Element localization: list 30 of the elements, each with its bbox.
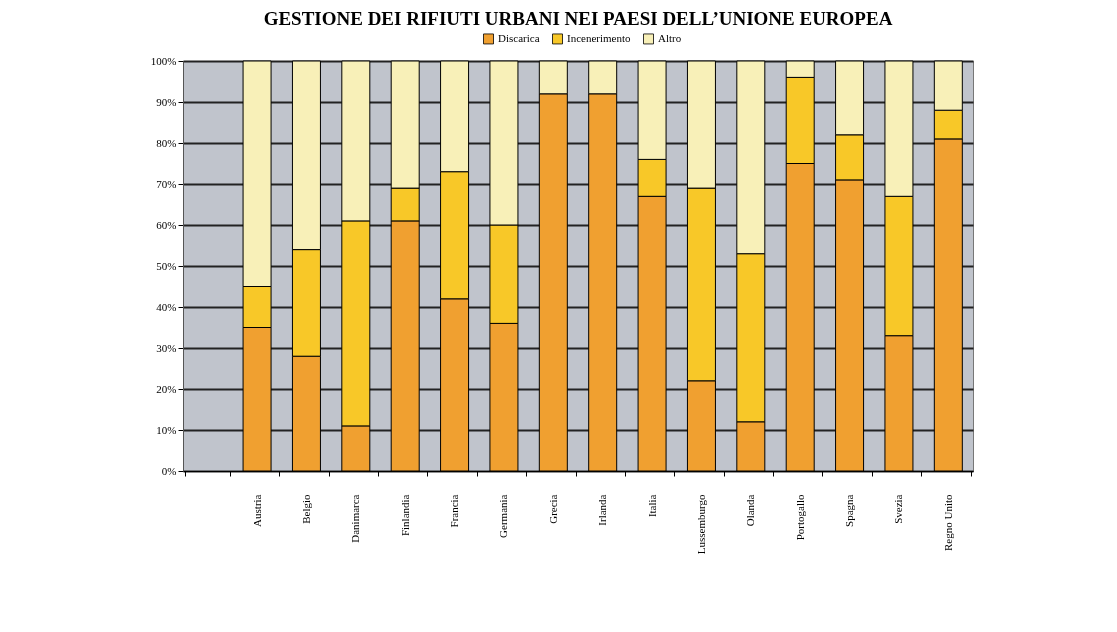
y-tick-label: 70% xyxy=(156,177,177,190)
x-tick-label: Irlanda xyxy=(596,494,609,526)
y-tick-label: 0% xyxy=(161,464,177,477)
x-tick-label: Danimarca xyxy=(349,494,362,543)
legend-label: Discarica xyxy=(498,31,540,44)
x-tick-label: Svezia xyxy=(892,494,905,524)
legend-label: Incenerimento xyxy=(567,31,632,44)
x-tick-label: Olanda xyxy=(744,494,757,527)
x-tick-label: Francia xyxy=(448,494,461,528)
y-tick-label: 10% xyxy=(156,423,177,436)
x-tick-label: Belgio xyxy=(299,494,312,524)
x-tick-label: Finlandia xyxy=(398,494,411,537)
x-tick-label: Grecia xyxy=(546,494,559,524)
y-tick-label: 20% xyxy=(156,382,177,395)
x-tick-label: Italia xyxy=(645,494,658,518)
y-tick-label: 50% xyxy=(156,259,177,272)
chart-title: GESTIONE DEI RIFIUTI URBANI NEI PAESI DELL’UNIONE EUROPEA xyxy=(263,8,893,29)
y-tick-label: 30% xyxy=(156,341,177,354)
legend-label: Altro xyxy=(658,31,682,44)
y-tick-label: 40% xyxy=(156,300,177,313)
x-tick-label: Austria xyxy=(250,494,263,527)
x-tick-label: Portogallo xyxy=(793,494,806,541)
x-tick-label: Regno Unito xyxy=(941,494,954,552)
y-tick-label: 80% xyxy=(156,136,177,149)
x-tick-label: Spagna xyxy=(843,494,856,527)
x-tick-label: Lussemburgo xyxy=(694,494,707,555)
y-tick-label: 90% xyxy=(156,95,177,108)
x-tick-label: Germania xyxy=(497,494,510,538)
y-tick-label: 60% xyxy=(156,218,177,231)
y-tick-label: 100% xyxy=(150,54,177,67)
